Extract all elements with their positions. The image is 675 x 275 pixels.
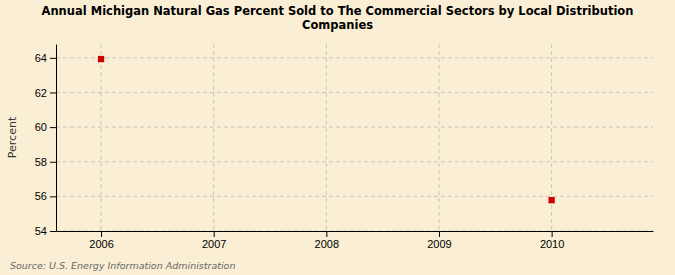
x-tick: 2009 xyxy=(427,231,451,250)
x-axis-line xyxy=(57,231,654,232)
x-tick-mark xyxy=(439,231,440,237)
y-grid-line xyxy=(56,57,653,58)
y-tick-mark xyxy=(50,92,56,93)
x-tick: 2010 xyxy=(540,231,564,250)
y-tick-mark xyxy=(50,196,56,197)
x-tick-label: 2009 xyxy=(427,238,451,250)
y-tick-mark xyxy=(50,127,56,128)
point xyxy=(98,56,104,62)
y-grid-line xyxy=(56,92,653,93)
y-tick: 62 xyxy=(35,87,56,99)
y-tick-mark xyxy=(50,231,56,232)
y-grid-line xyxy=(56,231,653,232)
x-grid-line xyxy=(101,44,102,231)
y-tick: 60 xyxy=(35,121,56,133)
y-grid-line xyxy=(56,161,653,162)
y-tick-label: 64 xyxy=(35,52,47,64)
chart: Annual Michigan Natural Gas Percent Sold… xyxy=(0,0,675,275)
x-tick: 2007 xyxy=(202,231,226,250)
y-tick: 56 xyxy=(35,190,56,202)
x-tick-mark xyxy=(326,231,327,237)
y-tick-mark xyxy=(50,58,56,59)
x-grid-line xyxy=(213,44,214,231)
grid xyxy=(56,44,653,231)
points xyxy=(98,56,555,203)
y-axis-line xyxy=(56,45,57,232)
y-tick-label: 58 xyxy=(35,156,47,168)
x-tick-mark xyxy=(214,231,215,237)
x-tick-label: 2008 xyxy=(315,238,339,250)
y-grid-line xyxy=(56,127,653,128)
x-axis: 2006 2007 2008 2009 2010 xyxy=(57,231,654,250)
x-tick-label: 2007 xyxy=(202,238,226,250)
title-line: Annual Michigan Natural Gas Percent Sold… xyxy=(42,4,634,18)
x-tick-mark xyxy=(552,231,553,237)
x-tick-mark xyxy=(101,231,102,237)
y-tick-label: 54 xyxy=(35,225,47,237)
y-tick-label: 62 xyxy=(35,87,47,99)
y-tick-label: 60 xyxy=(35,121,47,133)
x-tick-label: 2006 xyxy=(89,238,113,250)
title-line: Companies xyxy=(302,18,373,32)
plot: 2006 2007 2008 2009 2010 54 56 58 60 62 64 xyxy=(35,44,654,250)
y-tick-mark xyxy=(50,162,56,163)
x-grid-line xyxy=(438,44,439,231)
x-grid-line xyxy=(326,44,327,231)
y-tick: 58 xyxy=(35,156,56,168)
y-axis-title: Percent xyxy=(6,116,19,158)
y-axis: 54 56 58 60 62 64 xyxy=(35,45,57,238)
x-tick: 2006 xyxy=(89,231,113,250)
x-tick-label: 2010 xyxy=(540,238,564,250)
title: Annual Michigan Natural Gas Percent Sold… xyxy=(42,4,634,32)
background xyxy=(0,0,675,275)
y-tick: 64 xyxy=(35,52,56,64)
x-tick: 2008 xyxy=(315,231,339,250)
y-grid-line xyxy=(56,196,653,197)
y-tick-label: 56 xyxy=(35,190,47,202)
source-note: Source: U.S. Energy Information Administ… xyxy=(10,260,235,271)
y-tick: 54 xyxy=(35,225,56,237)
point xyxy=(548,197,554,203)
